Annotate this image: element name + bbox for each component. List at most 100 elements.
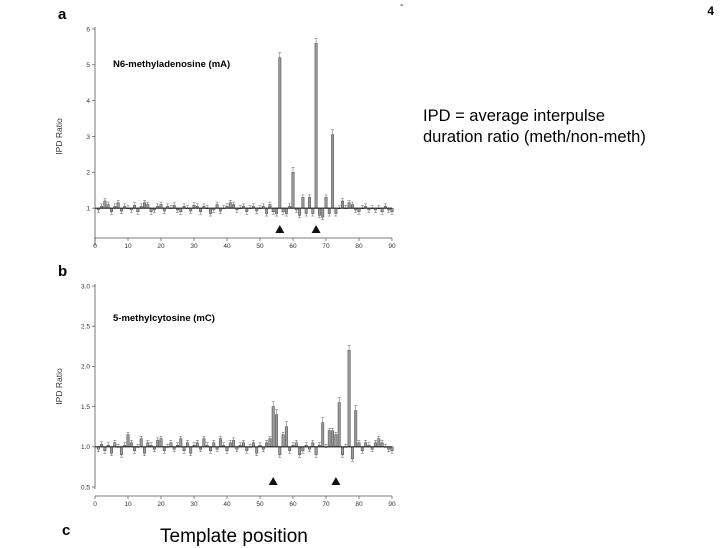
caption: IPD = average interpulse duration ratio … (423, 106, 713, 148)
bar (126, 434, 130, 448)
bar (288, 446, 292, 452)
bar (218, 438, 222, 448)
page-number: 4 (707, 4, 714, 18)
y-tick-label: 2.0 (81, 364, 90, 371)
y-tick-label: 1.0 (81, 444, 90, 451)
bar (275, 414, 278, 448)
x-tick-label: 40 (223, 243, 231, 250)
top-dash-mark: - (400, 0, 404, 11)
bar (271, 406, 275, 448)
bar (294, 442, 298, 448)
bar (185, 442, 189, 448)
x-tick-label: 60 (289, 501, 297, 508)
bar (242, 442, 245, 448)
bar (364, 442, 368, 448)
bar (113, 442, 117, 448)
bar (284, 426, 288, 448)
bar (245, 446, 249, 452)
bar (159, 438, 163, 448)
bar (139, 438, 143, 448)
x-tick-label: 0 (93, 243, 97, 250)
y-tick-label: 3 (86, 134, 90, 141)
bar (143, 446, 146, 454)
bar (265, 442, 269, 448)
bar (212, 442, 216, 448)
bar (380, 442, 384, 448)
x-tick-label: 30 (190, 501, 198, 508)
bar (103, 446, 107, 452)
bar (129, 442, 133, 448)
bar (278, 446, 282, 456)
bar (195, 442, 199, 448)
x-tick-label: 50 (256, 243, 264, 250)
x-tick-label: 80 (355, 243, 363, 250)
bar (357, 442, 361, 448)
bar (189, 446, 193, 454)
bar (341, 446, 344, 456)
bar (255, 446, 259, 454)
y-axis-label: IPD Ratio (54, 118, 64, 155)
bar (281, 434, 285, 448)
bar (268, 438, 272, 448)
y-tick-label: 1.5 (81, 404, 90, 411)
x-tick-label: 0 (93, 501, 97, 508)
x-tick-label: 10 (124, 501, 132, 508)
y-axis-label: IPD Ratio (54, 368, 64, 405)
bar (225, 446, 229, 452)
bar (182, 446, 186, 452)
bar (377, 438, 381, 448)
y-tick-label: 2 (86, 170, 90, 177)
bar (298, 446, 302, 456)
bar (301, 446, 305, 452)
x-tick-label: 10 (124, 243, 132, 250)
bar (311, 442, 315, 448)
y-tick-label: 1 (86, 205, 90, 212)
x-tick-label: 90 (388, 501, 396, 508)
bar (202, 438, 206, 448)
y-tick-label: 0.5 (81, 484, 90, 491)
bar (232, 440, 236, 448)
methylation-site-marker (311, 225, 321, 233)
bar (354, 410, 358, 448)
y-tick-label: 4 (86, 98, 90, 105)
x-tick-label: 40 (223, 501, 231, 508)
methylation-site-marker (268, 477, 278, 485)
bar (162, 446, 166, 452)
x-tick-label: 20 (157, 501, 165, 508)
bar (314, 446, 318, 456)
chart-title: N6-methyladenosine (mA) (113, 59, 230, 70)
bar (169, 442, 173, 448)
bar (334, 434, 338, 448)
bar (350, 446, 354, 460)
y-tick-label: 5 (86, 62, 90, 69)
bar (228, 442, 232, 448)
bar (251, 442, 255, 448)
bar (133, 446, 137, 452)
bar (209, 446, 212, 452)
bar (179, 438, 183, 448)
bar (327, 430, 331, 448)
methylation-site-marker (331, 477, 341, 485)
x-tick-label: 30 (190, 243, 198, 250)
x-tick-label: 70 (322, 501, 330, 508)
bar (347, 350, 351, 448)
x-tick-label: 50 (256, 501, 264, 508)
bar (337, 402, 341, 448)
y-tick-label: 2.5 (81, 324, 90, 331)
y-tick-label: 6 (86, 26, 90, 33)
y-tick-label: 3.0 (81, 283, 90, 290)
panel-label-a: a (58, 6, 67, 23)
panel-label-c: c (62, 522, 71, 539)
caption-line-1: IPD = average interpulse (423, 107, 606, 125)
x-tick-label: 80 (355, 501, 363, 508)
x-tick-label: 60 (289, 243, 297, 250)
bar (146, 442, 150, 448)
caption-line-2: duration ratio (meth/non-meth) (423, 128, 646, 146)
chart-title: 5-methylcytosine (mC) (113, 313, 215, 324)
bar (321, 422, 325, 448)
bar (119, 446, 123, 456)
x-tick-label: 20 (157, 243, 165, 250)
bar (390, 446, 394, 452)
